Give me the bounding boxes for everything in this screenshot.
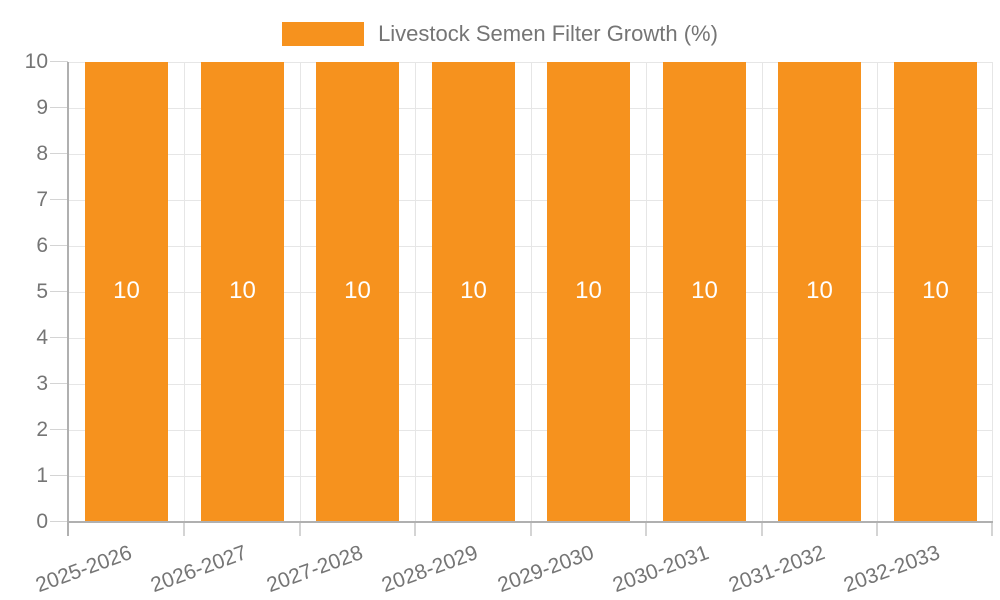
x-axis-label: 2028-2029 — [378, 541, 481, 598]
x-axis-label: 2027-2028 — [263, 541, 366, 598]
legend[interactable]: Livestock Semen Filter Growth (%) — [0, 20, 1000, 48]
y-tick — [50, 521, 68, 522]
bar-value-label: 10 — [460, 276, 487, 304]
bar-2027-2028[interactable]: 10 — [316, 62, 399, 522]
bar-value-label: 10 — [806, 276, 833, 304]
bar-value-label: 10 — [113, 276, 140, 304]
y-tick — [50, 107, 68, 108]
y-axis-line — [67, 62, 69, 536]
bar-value-label: 10 — [922, 276, 949, 304]
gridline — [531, 62, 532, 522]
y-tick — [50, 245, 68, 246]
y-tick — [50, 61, 68, 62]
x-tick — [991, 523, 993, 536]
bar-2030-2031[interactable]: 10 — [663, 62, 746, 522]
x-tick — [299, 523, 301, 536]
bar-2029-2030[interactable]: 10 — [547, 62, 630, 522]
bar-2031-2032[interactable]: 10 — [778, 62, 861, 522]
x-tick — [414, 523, 416, 536]
y-axis-label: 4 — [36, 326, 48, 349]
y-tick — [50, 383, 68, 384]
x-tick — [183, 523, 185, 536]
gridline — [415, 62, 416, 522]
x-axis-label: 2026-2027 — [147, 541, 250, 598]
bar-value-label: 10 — [344, 276, 371, 304]
y-axis-label: 2 — [36, 418, 48, 441]
y-axis-label: 5 — [36, 280, 48, 303]
bar-2026-2027[interactable]: 10 — [201, 62, 284, 522]
bar-2032-2033[interactable]: 10 — [894, 62, 977, 522]
legend-swatch-icon — [282, 22, 365, 46]
gridline — [992, 62, 993, 522]
bar-2025-2026[interactable]: 10 — [85, 62, 168, 522]
legend-label: Livestock Semen Filter Growth (%) — [378, 21, 718, 46]
gridline — [300, 62, 301, 522]
x-axis-label: 2032-2033 — [840, 541, 943, 598]
gridline — [762, 62, 763, 522]
y-axis-label: 1 — [36, 464, 48, 487]
gridline — [646, 62, 647, 522]
bar-value-label: 10 — [229, 276, 256, 304]
y-axis-label: 0 — [36, 510, 48, 533]
gridline — [877, 62, 878, 522]
x-tick — [645, 523, 647, 536]
x-axis-label: 2030-2031 — [609, 541, 712, 598]
y-axis-label: 3 — [36, 372, 48, 395]
x-axis-label: 2029-2030 — [494, 541, 597, 598]
y-tick — [50, 337, 68, 338]
x-tick — [530, 523, 532, 536]
y-axis-label: 10 — [24, 50, 48, 73]
y-axis-label: 6 — [36, 234, 48, 257]
bar-2028-2029[interactable]: 10 — [432, 62, 515, 522]
x-axis-line — [68, 521, 993, 523]
y-tick — [50, 475, 68, 476]
x-tick — [761, 523, 763, 536]
y-tick — [50, 199, 68, 200]
plot-area: 10 10 10 10 10 10 10 10 — [69, 62, 993, 522]
bar-value-label: 10 — [575, 276, 602, 304]
x-axis-label: 2031-2032 — [725, 541, 828, 598]
y-axis-label: 9 — [36, 96, 48, 119]
y-tick — [50, 153, 68, 154]
gridline — [184, 62, 185, 522]
y-axis-label: 7 — [36, 188, 48, 211]
y-tick — [50, 429, 68, 430]
x-axis-label: 2025-2026 — [32, 541, 135, 598]
x-tick — [876, 523, 878, 536]
bar-value-label: 10 — [691, 276, 718, 304]
y-axis-label: 8 — [36, 142, 48, 165]
y-tick — [50, 291, 68, 292]
